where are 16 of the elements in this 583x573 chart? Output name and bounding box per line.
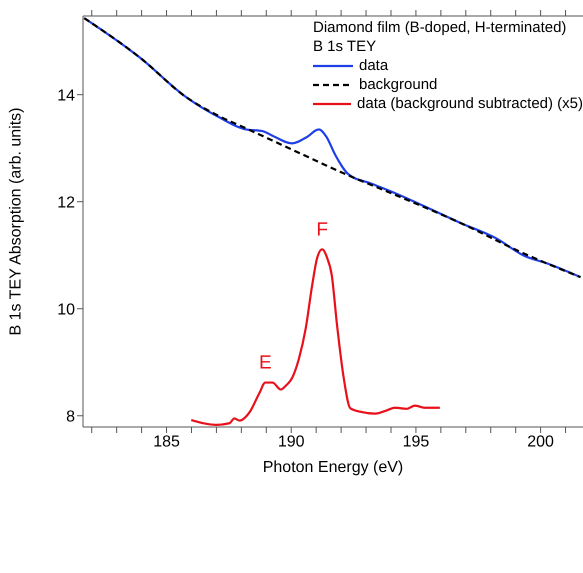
y-tick-label: 14 [57, 87, 76, 104]
legend-label: data [359, 56, 388, 75]
x-tick-label: 195 [402, 433, 430, 450]
y-tick-label: 10 [57, 301, 76, 318]
x-tick-label: 200 [527, 433, 554, 450]
x-tick-label: 190 [278, 433, 305, 450]
x-axis-title: Photon Energy (eV) [262, 459, 404, 476]
line-series [190, 248, 441, 426]
y-axis-title: B 1s TEY Absorption (arb. units) [8, 108, 25, 336]
annotation: E [258, 352, 272, 374]
x-tick-label: 185 [153, 433, 180, 450]
y-tick-label: 12 [57, 194, 76, 212]
annotation: F [316, 219, 328, 240]
legend-label: data (background subtracted) (x5) [357, 94, 583, 113]
legend-label: background [359, 75, 438, 94]
y-tick-label: 8 [66, 408, 76, 426]
